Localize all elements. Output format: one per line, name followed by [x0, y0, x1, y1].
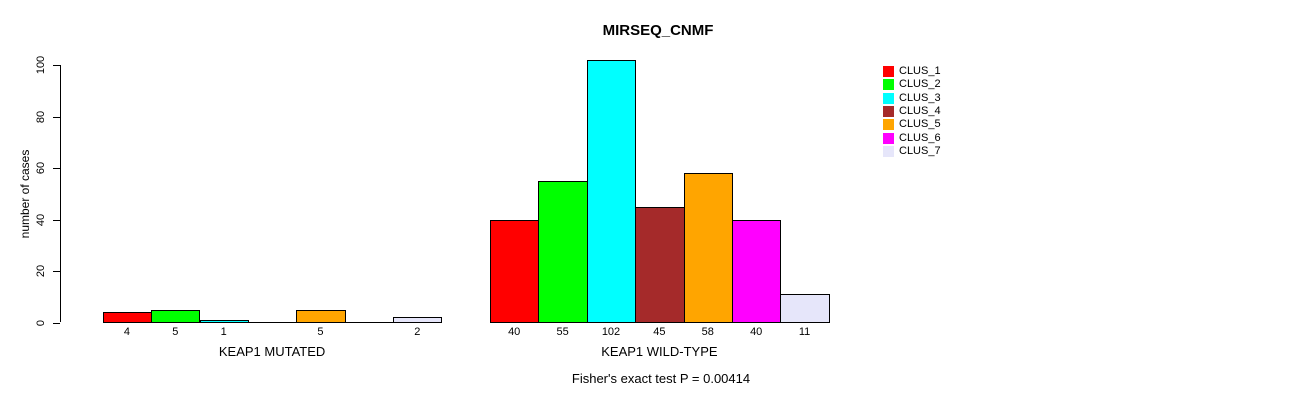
legend-swatch-clus_4 [883, 105, 894, 117]
legend-label: CLUS_2 [899, 78, 941, 91]
legend-swatch-clus_6 [883, 132, 894, 144]
y-axis-tick [52, 271, 60, 273]
bar-value-label: 2 [414, 326, 421, 338]
bar-clus_7 [393, 317, 443, 323]
bar-clus_1 [490, 219, 540, 323]
y-axis-tick-label: 0 [35, 319, 47, 326]
x-axis-group-label: KEAP1 WILD-TYPE [601, 344, 718, 359]
x-axis-group-label: KEAP1 MUTATED [218, 344, 326, 359]
legend-swatch-clus_2 [883, 79, 894, 91]
y-axis-line [59, 65, 61, 323]
bar-value-label: 5 [317, 326, 324, 338]
legend-swatch-clus_5 [883, 119, 894, 131]
footnote: Fisher's exact test P = 0.00414 [571, 371, 751, 386]
bar-value-label: 1 [220, 326, 227, 338]
bar-clus_7 [780, 294, 830, 323]
y-axis-title: number of cases [18, 149, 32, 239]
y-axis-tick [52, 65, 60, 67]
bar-value-label: 102 [601, 326, 621, 338]
legend-label: CLUS_6 [899, 131, 941, 144]
bar-clus_6 [732, 219, 782, 323]
y-axis-tick-label: 60 [35, 162, 47, 175]
bar-clus_4 [635, 206, 685, 323]
legend-label: CLUS_4 [899, 104, 941, 117]
bar-clus_3 [199, 319, 249, 323]
bar-clus_3 [586, 60, 637, 323]
y-axis-tick-label: 100 [35, 56, 47, 75]
bar-value-label: 4 [123, 326, 130, 338]
bar-clus_5 [683, 173, 733, 323]
bar-value-label: 5 [172, 326, 179, 338]
bar-value-label: 45 [653, 326, 666, 338]
legend-swatch-clus_3 [883, 92, 894, 104]
y-axis-tick-label: 80 [35, 110, 47, 123]
y-axis-tick [52, 219, 60, 221]
legend-label: CLUS_3 [899, 91, 941, 104]
legend-label: CLUS_1 [899, 65, 941, 77]
bar-value-label: 11 [798, 326, 811, 338]
legend-swatch-clus_1 [883, 66, 894, 77]
bar-value-label: 55 [556, 326, 569, 338]
bar-value-label: 40 [750, 326, 763, 338]
y-axis-tick [52, 322, 60, 324]
bar-clus_5 [296, 309, 346, 323]
y-axis-tick-label: 20 [35, 264, 47, 278]
x-axis-baseline [102, 322, 442, 323]
y-axis-tick [52, 116, 60, 118]
legend-label: CLUS_7 [899, 144, 941, 157]
legend-label: CLUS_5 [899, 118, 941, 131]
y-axis-tick [52, 168, 60, 170]
bar-clus_2 [151, 309, 201, 323]
y-axis-tick-label: 40 [35, 213, 47, 226]
bar-value-label: 40 [508, 326, 521, 338]
bar-clus_1 [102, 312, 153, 323]
bar-clus_2 [538, 181, 588, 323]
chart-title: MIRSEQ_CNMF [602, 22, 714, 39]
legend-swatch-clus_7 [883, 145, 894, 157]
bar-value-label: 58 [701, 326, 714, 338]
